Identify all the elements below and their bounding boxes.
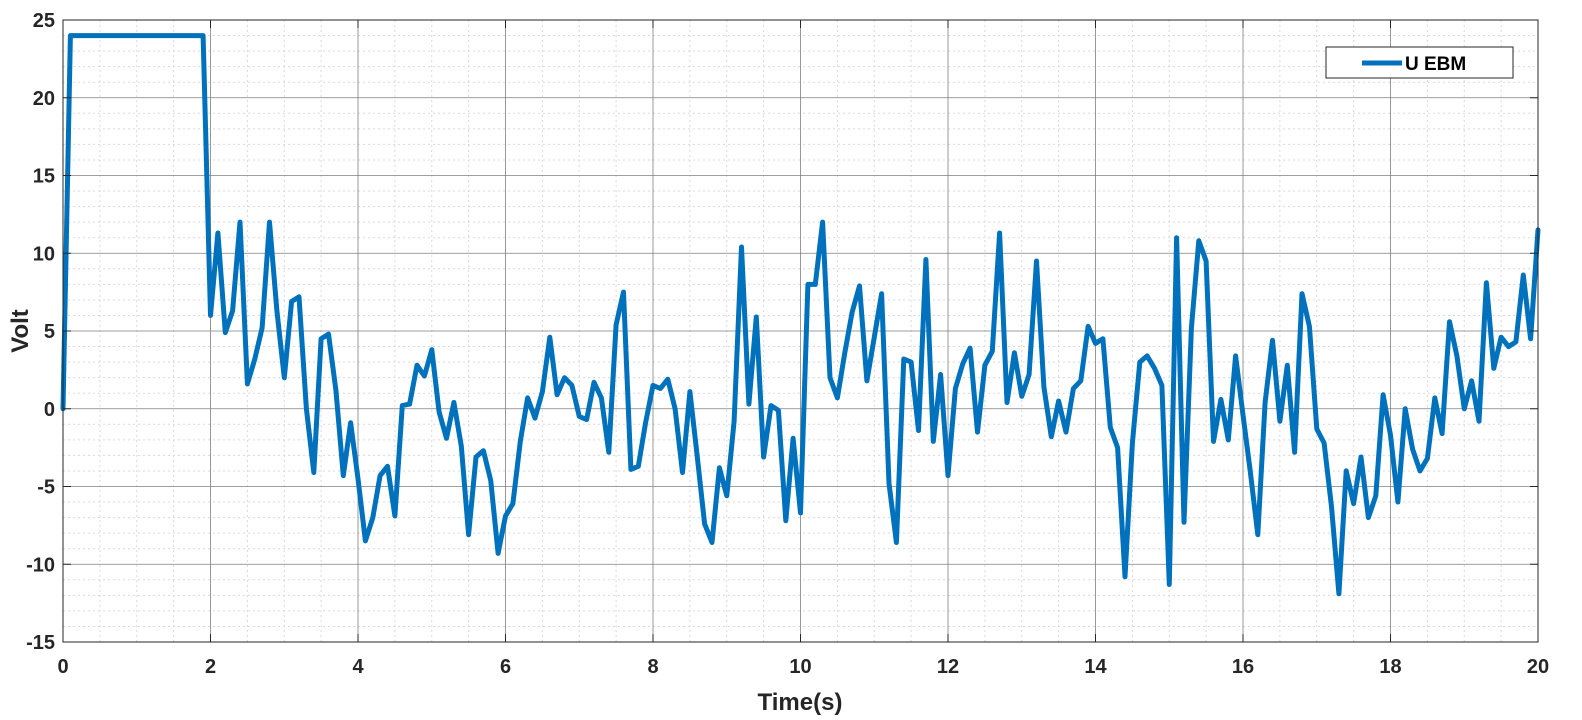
- legend-box: [1325, 46, 1514, 79]
- x-tick-label: 20: [1527, 656, 1549, 678]
- y-tick-label: 25: [33, 10, 55, 32]
- series-line-0: [60, 33, 1541, 597]
- x-tick-labels: 0 2 4 6 8 10 12 14 16 18 20: [57, 656, 1549, 678]
- y-tick-label: 0: [44, 399, 55, 421]
- y-tick-label: 5: [44, 321, 55, 343]
- y-tick-label: -5: [37, 477, 55, 499]
- y-axis-title: Volt: [7, 309, 34, 353]
- x-tick-label: 8: [647, 656, 658, 678]
- y-tick-labels: -15 -10 -5 0 5 10 15 20 25: [26, 10, 55, 654]
- x-tick-label: 2: [205, 656, 216, 678]
- y-tick-label: 10: [33, 243, 55, 265]
- x-tick-label: 0: [57, 656, 68, 678]
- x-tick-label: 16: [1232, 656, 1254, 678]
- legend-label: U EBM: [1405, 54, 1466, 75]
- x-axis-title: Time(s): [758, 689, 843, 716]
- x-tick-label: 18: [1379, 656, 1401, 678]
- y-tick-label: 20: [33, 88, 55, 110]
- y-tick-label: 15: [33, 166, 55, 188]
- x-tick-label: 4: [352, 656, 364, 678]
- x-tick-label: 6: [500, 656, 511, 678]
- y-tick-label: -15: [26, 632, 55, 654]
- x-tick-label: 10: [789, 656, 811, 678]
- legend: U EBM: [1325, 46, 1514, 79]
- series-layer: [60, 33, 1541, 597]
- axis-ticks: [62, 19, 1539, 643]
- x-tick-label: 12: [937, 656, 959, 678]
- x-tick-label: 14: [1084, 656, 1107, 678]
- y-tick-label: -10: [26, 554, 55, 576]
